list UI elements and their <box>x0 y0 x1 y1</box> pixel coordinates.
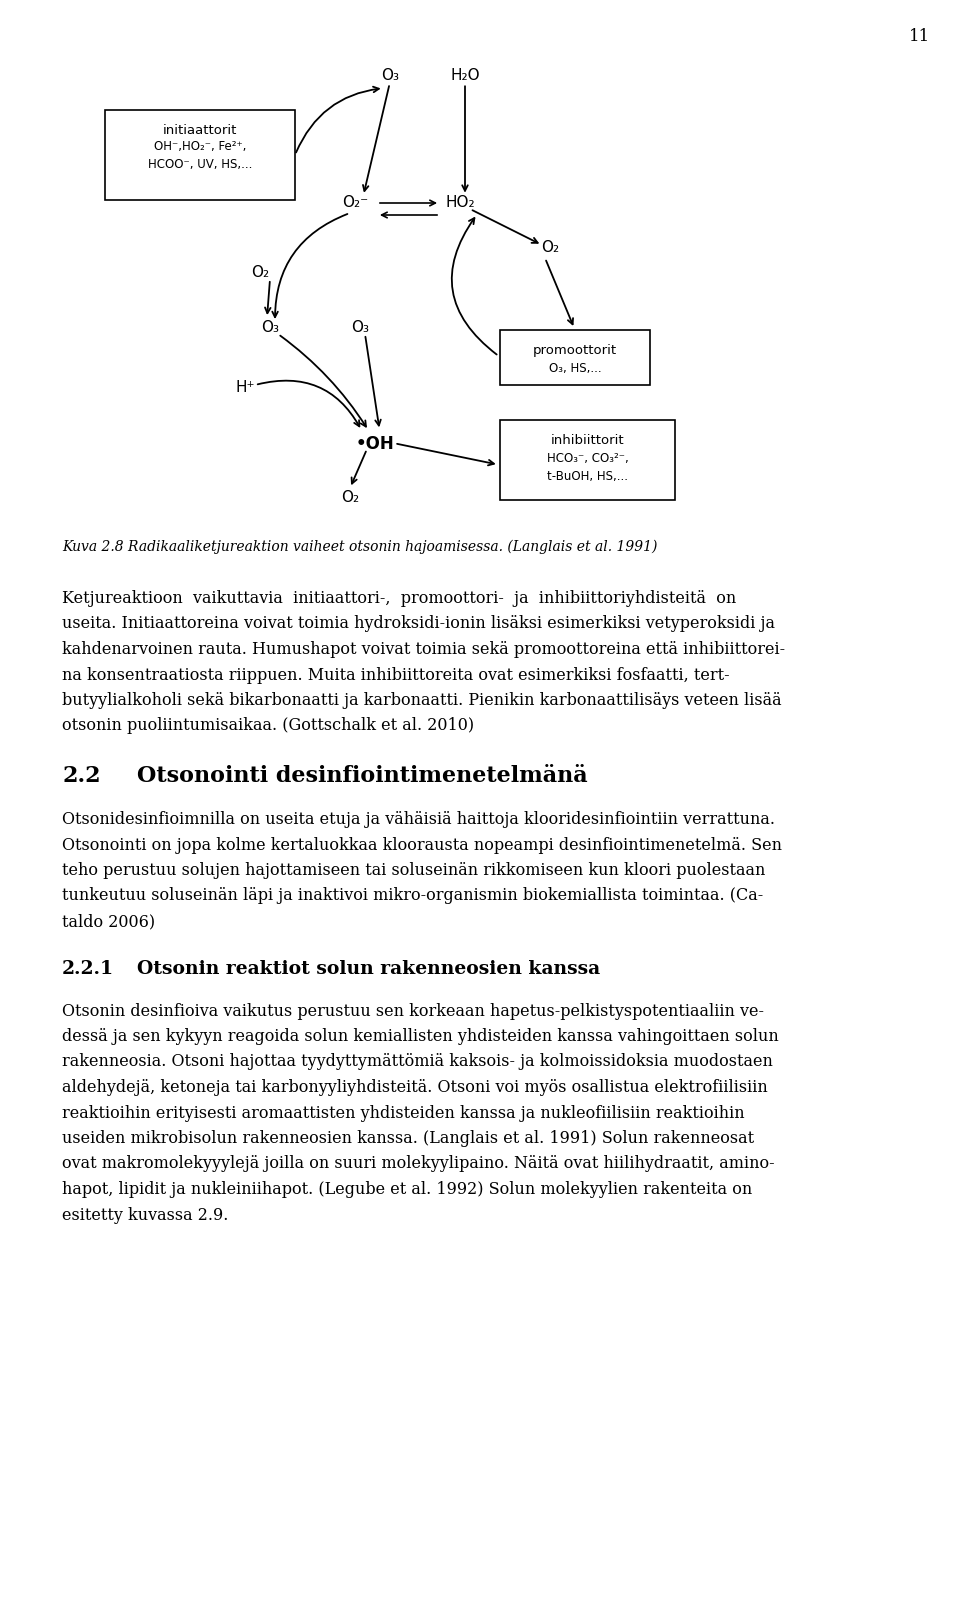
Text: 11: 11 <box>909 27 930 45</box>
Text: Otsonin desinfioiva vaikutus perustuu sen korkeaan hapetus-pelkistyspotentiaalii: Otsonin desinfioiva vaikutus perustuu se… <box>62 1003 764 1019</box>
Text: otsonin puoliintumisaikaa. (Gottschalk et al. 2010): otsonin puoliintumisaikaa. (Gottschalk e… <box>62 718 474 734</box>
Text: O₂: O₂ <box>251 265 269 281</box>
Text: O₃: O₃ <box>261 319 279 336</box>
Text: O₃: O₃ <box>351 319 369 336</box>
Text: reaktioihin erityisesti aromaattisten yhdisteiden kanssa ja nukleofiilisiin reak: reaktioihin erityisesti aromaattisten yh… <box>62 1105 745 1121</box>
Text: inhibiittorit: inhibiittorit <box>551 434 624 447</box>
Text: •OH: •OH <box>355 436 395 453</box>
Text: 2.2.1: 2.2.1 <box>62 960 114 979</box>
Text: O₂: O₂ <box>341 490 359 505</box>
Text: Otsonidesinfioimnilla on useita etuja ja vähäisiä haittoja klooridesinfiointiin : Otsonidesinfioimnilla on useita etuja ja… <box>62 811 775 827</box>
Text: useiden mikrobisolun rakenneosien kanssa. (Langlais et al. 1991) Solun rakenneos: useiden mikrobisolun rakenneosien kanssa… <box>62 1131 755 1147</box>
Text: aldehydejä, ketoneja tai karbonyyliyhdisteitä. Otsoni voi myös osallistua elektr: aldehydejä, ketoneja tai karbonyyliyhdis… <box>62 1079 768 1095</box>
Text: taldo 2006): taldo 2006) <box>62 913 156 931</box>
Text: HCO₃⁻, CO₃²⁻,: HCO₃⁻, CO₃²⁻, <box>546 452 629 465</box>
Text: OH⁻,HO₂⁻, Fe²⁺,: OH⁻,HO₂⁻, Fe²⁺, <box>154 140 246 153</box>
Text: Kuva 2.8 Radikaaliketjureaktion vaiheet otsonin hajoamisessa. (Langlais et al. 1: Kuva 2.8 Radikaaliketjureaktion vaiheet … <box>62 540 658 555</box>
Text: teho perustuu solujen hajottamiseen tai soluseinän rikkomiseen kun kloori puoles: teho perustuu solujen hajottamiseen tai … <box>62 861 765 879</box>
Bar <box>105 110 295 200</box>
Text: dessä ja sen kykyyn reagoida solun kemiallisten yhdisteiden kanssa vahingoittaen: dessä ja sen kykyyn reagoida solun kemia… <box>62 1027 779 1045</box>
Text: rakenneosia. Otsoni hajottaa tyydyttymättömiä kaksois- ja kolmoissidoksia muodos: rakenneosia. Otsoni hajottaa tyydyttymät… <box>62 1053 773 1071</box>
Text: promoottorit: promoottorit <box>533 344 617 356</box>
Text: esitetty kuvassa 2.9.: esitetty kuvassa 2.9. <box>62 1207 228 1224</box>
Text: HO₂: HO₂ <box>445 195 475 210</box>
Text: ovat makromolekyyylejä joilla on suuri molekyylipaino. Näitä ovat hiilihydraatit: ovat makromolekyyylejä joilla on suuri m… <box>62 1155 775 1173</box>
Text: O₃: O₃ <box>381 68 399 82</box>
Text: na konsentraatiosta riippuen. Muita inhibiittoreita ovat esimerkiksi fosfaatti, : na konsentraatiosta riippuen. Muita inhi… <box>62 666 730 684</box>
Text: O₃, HS,...: O₃, HS,... <box>549 361 601 374</box>
Text: Ketjureaktioon  vaikuttavia  initiaattori-,  promoottori-  ja  inhibiittoriyhdis: Ketjureaktioon vaikuttavia initiaattori-… <box>62 590 736 606</box>
Text: hapot, lipidit ja nukleiniihapot. (Legube et al. 1992) Solun molekyylien rakente: hapot, lipidit ja nukleiniihapot. (Legub… <box>62 1181 753 1198</box>
Text: HCOO⁻, UV, HS,...: HCOO⁻, UV, HS,... <box>148 158 252 171</box>
Text: kahdenarvoinen rauta. Humushapot voivat toimia sekä promoottoreina että inhibiit: kahdenarvoinen rauta. Humushapot voivat … <box>62 640 785 658</box>
Text: H⁺: H⁺ <box>235 381 254 395</box>
Text: tunkeutuu soluseinän läpi ja inaktivoi mikro-organismin biokemiallista toimintaa: tunkeutuu soluseinän läpi ja inaktivoi m… <box>62 887 763 905</box>
Text: butyylialkoholi sekä bikarbonaatti ja karbonaatti. Pienikin karbonaattilisäys ve: butyylialkoholi sekä bikarbonaatti ja ka… <box>62 692 781 710</box>
Text: initiaattorit: initiaattorit <box>163 124 237 137</box>
Text: t-BuOH, HS,...: t-BuOH, HS,... <box>547 469 628 482</box>
Text: useita. Initiaattoreina voivat toimia hydroksidi-ionin lisäksi esimerkiksi vetyp: useita. Initiaattoreina voivat toimia hy… <box>62 616 775 632</box>
Text: O₂: O₂ <box>540 240 559 255</box>
Text: Otsonin reaktiot solun rakenneosien kanssa: Otsonin reaktiot solun rakenneosien kans… <box>137 960 600 979</box>
Text: Otsonointi on jopa kolme kertaluokkaa kloorausta nopeampi desinfiointimenetelmä.: Otsonointi on jopa kolme kertaluokkaa kl… <box>62 837 782 853</box>
Text: H₂O: H₂O <box>450 68 480 82</box>
Text: 2.2: 2.2 <box>62 765 101 787</box>
Bar <box>500 419 675 500</box>
Text: Otsonointi desinfiointimenetelmänä: Otsonointi desinfiointimenetelmänä <box>137 765 588 787</box>
Bar <box>500 331 650 386</box>
Text: O₂⁻: O₂⁻ <box>342 195 368 210</box>
